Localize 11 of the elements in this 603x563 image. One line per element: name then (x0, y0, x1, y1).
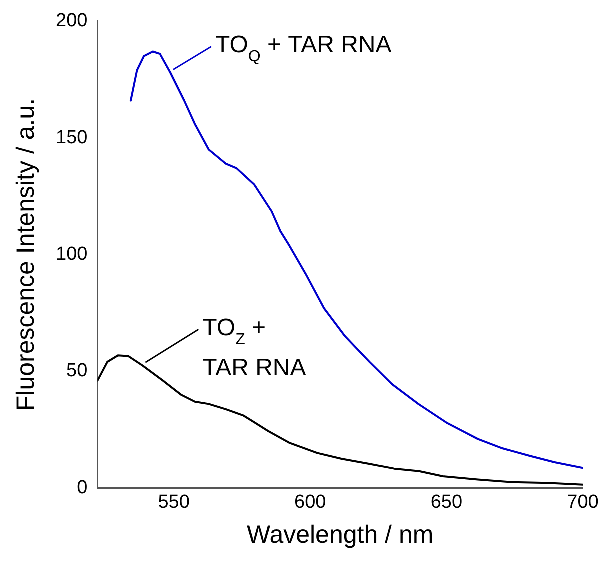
x-axis-title: Wavelength / nm (247, 520, 434, 549)
x-tick-label: 600 (294, 492, 326, 513)
x-tick-label: 650 (430, 492, 463, 513)
y-tick-label: 150 (56, 127, 88, 148)
y-tick-label: 100 (56, 244, 88, 266)
y-tick-label: 50 (66, 360, 88, 382)
y-tick-label: 200 (56, 10, 88, 32)
x-tick-label: 700 (567, 492, 599, 513)
x-tick-label: 550 (158, 492, 190, 513)
y-tick-label: 0 (77, 477, 88, 498)
y-axis-title: Fluorescence Intensity / a.u. (12, 98, 40, 412)
